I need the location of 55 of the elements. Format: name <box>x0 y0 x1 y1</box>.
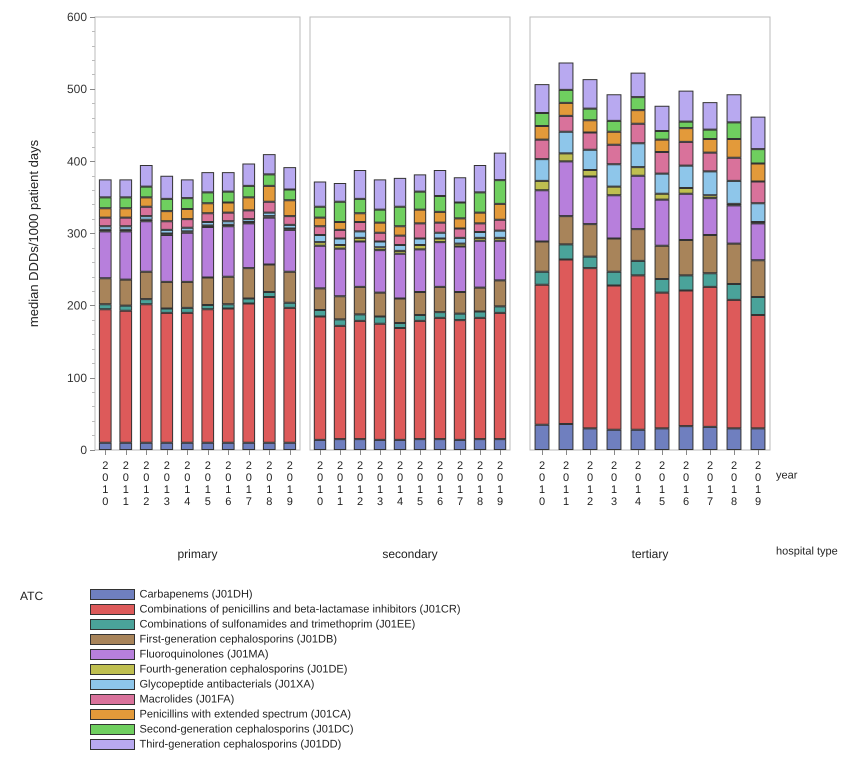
y-tick-label: 200 <box>66 298 88 313</box>
x-tick-label: 2014 <box>396 460 404 508</box>
x-tick-label: 2015 <box>658 460 666 508</box>
text: hospital type <box>776 546 838 558</box>
x-tick-label: 2010 <box>538 460 546 508</box>
x-tick-label: 2013 <box>376 460 384 508</box>
x-tick-label: 2019 <box>496 460 504 508</box>
y-tick-label: 100 <box>66 370 88 385</box>
x-tick-label: 2014 <box>634 460 642 508</box>
x-tick-label: 2018 <box>730 460 738 508</box>
y-tick-label: 500 <box>66 82 88 96</box>
x-tick-label: 2019 <box>754 460 762 508</box>
x-tick-label: 2010 <box>316 460 324 508</box>
legend-label: Penicillins with extended spectrum (J01CA) <box>140 708 352 720</box>
legend-label: Third-generation cephalosporins (J01DD) <box>140 738 342 750</box>
x-axis-title: tertiary <box>632 547 668 561</box>
x-tick-label: 2019 <box>286 460 293 508</box>
legend-label: Second-generation cephalosporins (J01DC) <box>140 724 354 736</box>
x-tick-label: 2012 <box>143 460 150 508</box>
x-tick-label: 2015 <box>204 460 211 508</box>
x-tick-label: 2011 <box>562 460 570 508</box>
x-tick-label: 2017 <box>246 460 252 508</box>
legend-label: Combinations of sulfonamides and trimethoprim (J01EE) <box>140 618 416 630</box>
y-axis-title: median DDDs/1000 patient days <box>26 139 41 328</box>
x-tick-label: 2016 <box>436 460 444 508</box>
x-axis-title: primary <box>177 547 218 561</box>
legend-label: Macrolides (J01FA) <box>140 694 234 706</box>
x-tick-label: 2016 <box>682 460 690 508</box>
y-tick-label: 0 <box>80 443 88 457</box>
x-axis-title: secondary <box>382 547 438 561</box>
legend-title: ATC <box>20 589 44 603</box>
x-tick-label: 2017 <box>456 460 464 508</box>
x-tick-label: 2016 <box>225 460 232 508</box>
x-tick-label: 2015 <box>416 460 424 508</box>
legend-label: Glycopeptide antibacterials (J01XA) <box>140 678 314 690</box>
legend-label: Carbapenems (J01DH) <box>140 588 253 600</box>
y-tick-label: 300 <box>66 226 88 240</box>
x-tick-label: 2010 <box>102 460 108 508</box>
text: year <box>776 470 798 482</box>
x-tick-label: 2018 <box>476 460 484 508</box>
x-tick-label: 2011 <box>122 460 129 508</box>
x-tick-label: 2014 <box>184 460 190 508</box>
x-tick-label: 2011 <box>336 460 344 508</box>
y-tick-label: 400 <box>66 154 88 168</box>
x-tick-label: 2018 <box>266 460 272 508</box>
x-tick-label: 2012 <box>356 460 364 508</box>
legend-label: First-generation cephalosporins (J01DB) <box>140 634 337 646</box>
x-tick-label: 2013 <box>610 460 618 508</box>
x-tick-label: 2012 <box>586 460 594 508</box>
y-tick-label: 600 <box>66 10 88 24</box>
x-tick-label: 2013 <box>164 460 170 508</box>
legend-label: Fluoroquinolones (J01MA) <box>140 648 269 660</box>
x-tick-label: 2017 <box>706 460 714 508</box>
legend-label: Fourth-generation cephalosporins (J01DE) <box>140 664 348 676</box>
legend-label: Combinations of penicillins and beta-lactamase inhibitors (J01CR) <box>140 604 460 616</box>
